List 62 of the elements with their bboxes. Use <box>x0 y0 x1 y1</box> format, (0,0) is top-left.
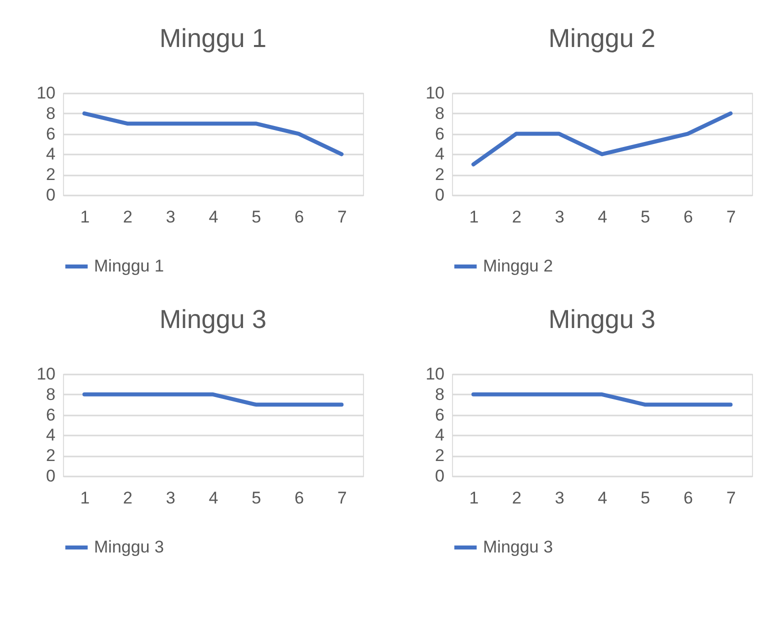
y-tick-label: 10 <box>36 84 56 102</box>
y-tick-label: 4 <box>435 144 444 164</box>
y-tick-label: 0 <box>435 466 444 486</box>
x-tick-label: 7 <box>337 208 347 226</box>
y-tick-label: 4 <box>46 144 56 164</box>
x-tick-label: 3 <box>554 208 564 226</box>
y-tick-label: 0 <box>435 186 444 204</box>
x-tick-label: 1 <box>80 488 90 508</box>
x-tick-label: 2 <box>512 488 522 508</box>
y-tick-label: 4 <box>46 426 56 445</box>
y-tick-label: 10 <box>36 364 56 384</box>
x-tick-label: 1 <box>80 208 90 226</box>
legend-label: Minggu 3 <box>483 538 553 556</box>
x-tick-label: 2 <box>123 208 133 226</box>
x-tick-label: 4 <box>208 208 218 226</box>
y-tick-label: 0 <box>46 466 56 486</box>
y-tick-label: 2 <box>46 165 56 184</box>
x-tick-label: 2 <box>512 208 522 226</box>
legend-label: Minggu 2 <box>483 256 553 276</box>
x-tick-label: 1 <box>469 208 479 226</box>
y-tick-label: 10 <box>426 84 444 102</box>
chart-title: Minggu 2 <box>548 23 656 53</box>
chart-title: Minggu 1 <box>160 23 266 53</box>
x-tick-label: 5 <box>640 488 650 508</box>
y-tick-label: 10 <box>426 364 444 384</box>
x-tick-label: 7 <box>337 488 347 508</box>
x-tick-label: 4 <box>208 488 218 508</box>
y-tick-label: 6 <box>435 124 444 144</box>
x-tick-label: 4 <box>598 208 608 226</box>
chart-title: Minggu 3 <box>160 304 266 334</box>
line-series <box>471 111 733 166</box>
x-tick-label: 5 <box>252 208 262 226</box>
y-tick-label: 2 <box>46 446 56 466</box>
y-tick-label: 8 <box>46 104 56 123</box>
legend-label: Minggu 1 <box>94 256 164 276</box>
x-tick-label: 3 <box>166 208 176 226</box>
y-tick-label: 6 <box>46 405 56 424</box>
x-tick-label: 5 <box>640 208 650 226</box>
y-tick-label: 2 <box>435 446 444 466</box>
x-tick-label: 5 <box>252 488 262 508</box>
y-tick-label: 4 <box>435 426 444 445</box>
y-tick-label: 2 <box>435 165 444 184</box>
x-tick-label: 6 <box>294 488 304 508</box>
y-tick-label: 8 <box>46 384 56 404</box>
x-tick-label: 7 <box>726 488 736 508</box>
y-tick-label: 6 <box>46 124 56 144</box>
x-tick-label: 3 <box>554 488 564 508</box>
y-tick-label: 8 <box>435 104 444 123</box>
x-tick-label: 1 <box>469 488 479 508</box>
y-tick-label: 8 <box>435 384 444 404</box>
x-tick-label: 6 <box>294 208 304 226</box>
line-series <box>82 111 344 156</box>
y-tick-label: 0 <box>46 186 56 204</box>
legend-label: Minggu 3 <box>94 538 164 556</box>
x-tick-label: 2 <box>123 488 133 508</box>
x-tick-label: 3 <box>166 488 176 508</box>
x-tick-label: 4 <box>598 488 608 508</box>
x-tick-label: 7 <box>726 208 736 226</box>
x-tick-label: 6 <box>683 488 693 508</box>
chart-title: Minggu 3 <box>548 304 656 334</box>
x-tick-label: 6 <box>683 208 693 226</box>
y-tick-label: 6 <box>435 405 444 424</box>
